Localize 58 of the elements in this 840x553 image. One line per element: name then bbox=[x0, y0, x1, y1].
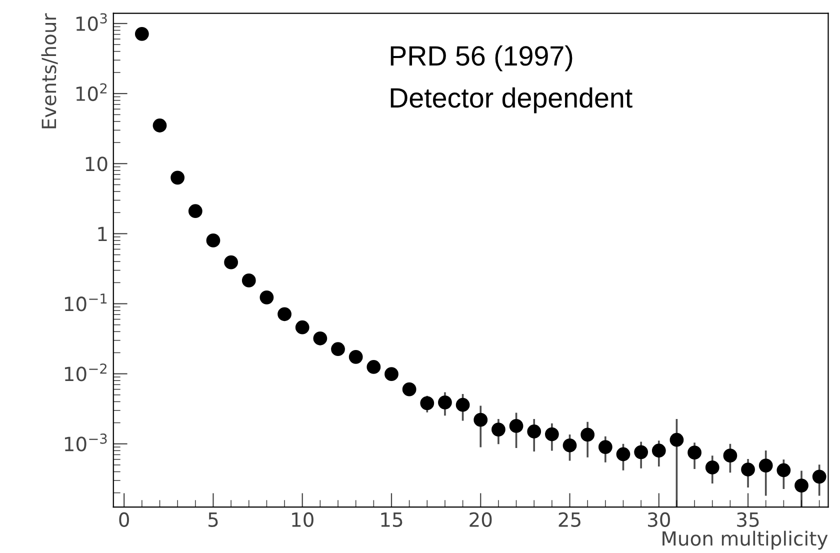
x-tick-label: 10 bbox=[292, 512, 314, 528]
x-tick-label: 15 bbox=[381, 512, 402, 528]
y-tick-label: 1 bbox=[98, 226, 107, 242]
point bbox=[794, 478, 808, 492]
point bbox=[295, 320, 310, 334]
point bbox=[152, 118, 167, 132]
point bbox=[366, 360, 381, 374]
point bbox=[438, 395, 452, 410]
point bbox=[206, 234, 220, 248]
point bbox=[348, 350, 363, 364]
annotation: PRD 56 (1997) bbox=[390, 45, 572, 72]
point bbox=[420, 396, 434, 410]
point bbox=[384, 367, 398, 382]
point bbox=[580, 428, 595, 442]
point bbox=[313, 331, 328, 346]
x-tick-label: 0 bbox=[119, 512, 129, 528]
point bbox=[544, 427, 559, 442]
point bbox=[260, 290, 274, 304]
point bbox=[224, 255, 238, 270]
point bbox=[776, 463, 791, 478]
point bbox=[492, 422, 506, 436]
point bbox=[456, 398, 470, 412]
point bbox=[509, 419, 524, 433]
point bbox=[723, 448, 738, 463]
point bbox=[812, 470, 826, 484]
point bbox=[402, 382, 416, 396]
annotation: Detector dependent bbox=[390, 87, 632, 114]
point bbox=[474, 412, 488, 427]
point bbox=[134, 26, 149, 41]
x-axis-title: Muon multiplicity bbox=[662, 530, 828, 550]
x-tick-label: 35 bbox=[737, 512, 759, 528]
y-tick-label: 10$^{−1}$ bbox=[64, 294, 107, 312]
y-axis-title: Events/hour bbox=[41, 13, 58, 128]
y-tick-label: 10$^{3}$ bbox=[76, 13, 107, 32]
point bbox=[758, 458, 773, 472]
y-tick-label: 10$^{−3}$ bbox=[64, 434, 107, 452]
point bbox=[242, 273, 256, 288]
point bbox=[670, 432, 684, 447]
y-tick-label: 10$^{−2}$ bbox=[64, 363, 106, 382]
point bbox=[527, 424, 542, 438]
point bbox=[652, 444, 666, 458]
point bbox=[188, 204, 202, 218]
point bbox=[331, 342, 345, 356]
point bbox=[705, 460, 720, 474]
y-tick-label: 10 bbox=[86, 156, 108, 172]
point bbox=[741, 462, 755, 476]
point bbox=[598, 440, 612, 454]
point bbox=[278, 307, 292, 322]
x-tick-label: 5 bbox=[208, 512, 218, 528]
x-tick-label: 20 bbox=[470, 512, 492, 528]
point bbox=[688, 446, 702, 460]
point bbox=[634, 445, 648, 460]
point bbox=[616, 447, 630, 462]
y-tick-label: 10$^{2}$ bbox=[76, 83, 107, 102]
point bbox=[170, 170, 185, 185]
point bbox=[562, 438, 577, 452]
x-tick-label: 25 bbox=[558, 512, 580, 528]
x-tick-label: 30 bbox=[648, 512, 670, 528]
